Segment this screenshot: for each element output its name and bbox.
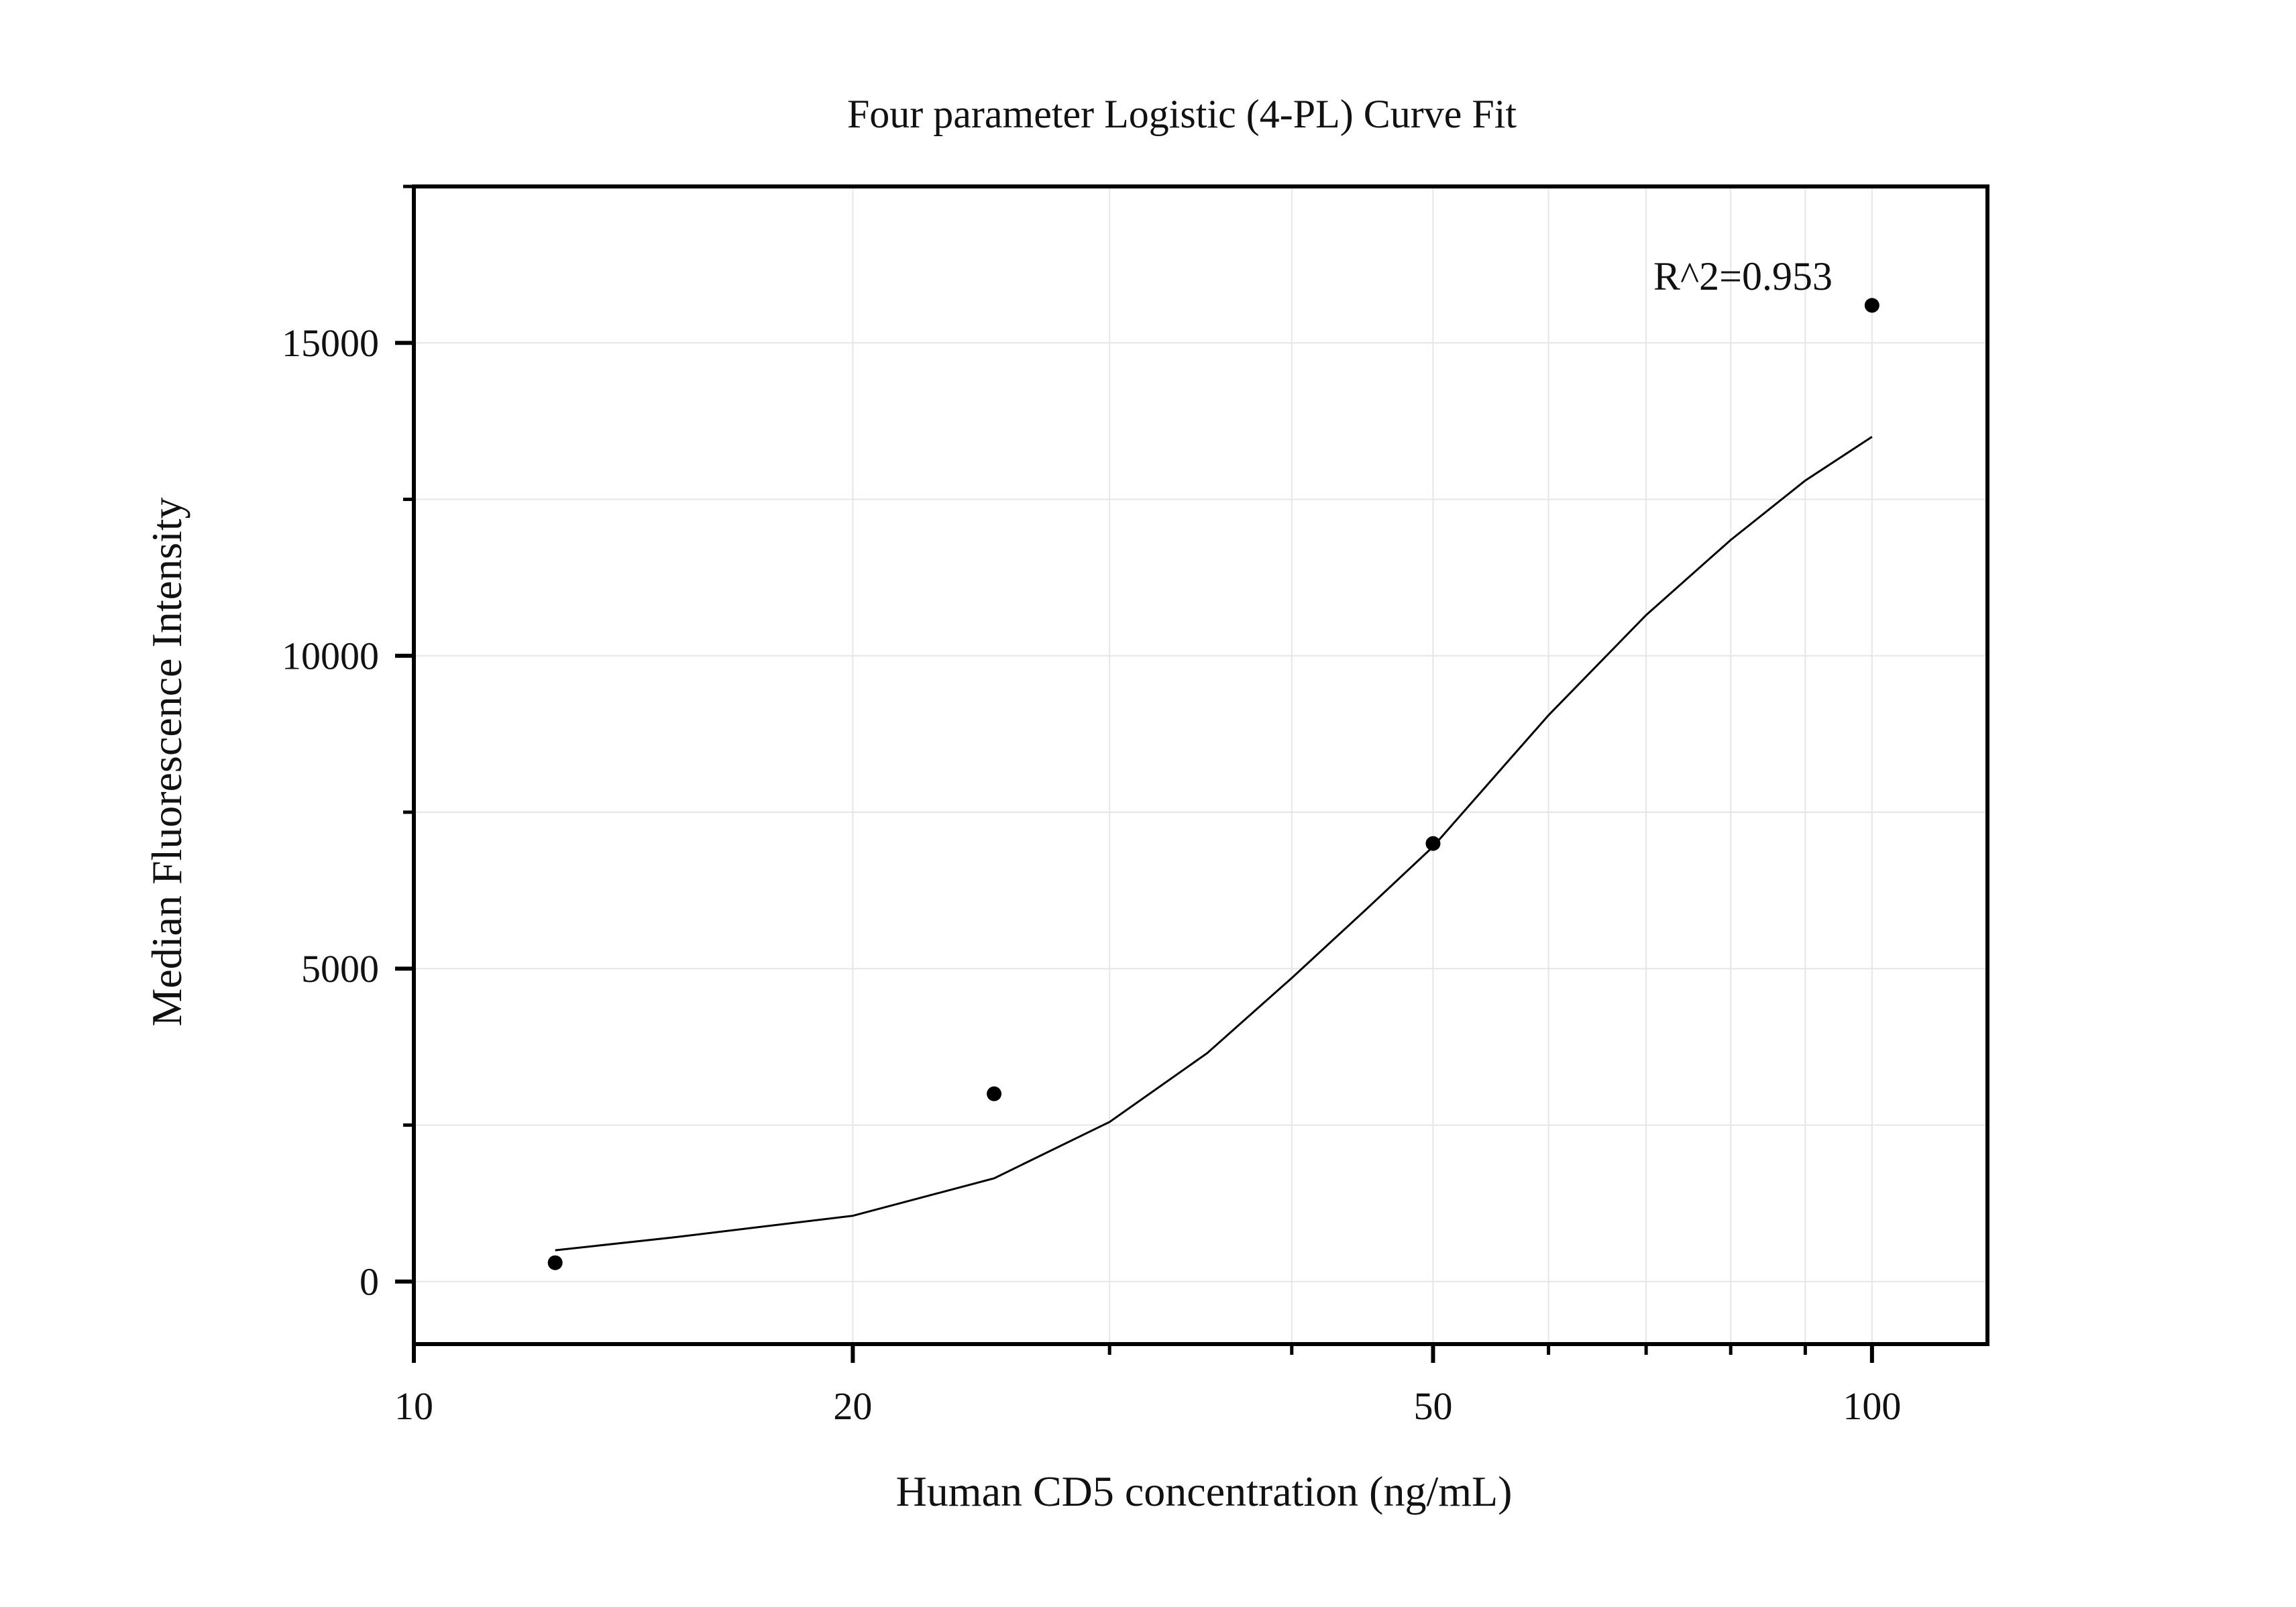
data-point [547,1255,563,1270]
data-points [547,298,1879,1270]
y-tick-label: 0 [360,1260,379,1304]
axis-ticks: 10 20 50 100 0 5000 10000 15000 [282,184,1901,1428]
r-squared-annotation: R^2=0.953 [1653,254,1833,298]
y-tick-label: 5000 [301,947,379,991]
fit-curve [555,435,1873,1252]
x-tick-label: 20 [833,1384,872,1428]
grid [413,186,1987,1344]
x-tick-label: 100 [1843,1384,1901,1428]
data-point [1864,298,1879,313]
plot-border [412,184,1989,1346]
fit-curve-layer [555,435,1873,1252]
chart-title: Four parameter Logistic (4-PL) Curve Fit [847,92,1517,136]
y-tick-label: 15000 [282,321,379,365]
y-axis-label: Median Fluorescence Intensity [143,497,190,1026]
plot-frame [412,184,1989,1346]
x-axis-label: Human CD5 concentration (ng/mL) [896,1467,1513,1515]
data-point [1425,836,1441,851]
y-tick-label: 10000 [282,634,379,678]
data-point [987,1086,1002,1101]
x-tick-label: 10 [394,1384,433,1428]
x-tick-label: 50 [1413,1384,1452,1428]
